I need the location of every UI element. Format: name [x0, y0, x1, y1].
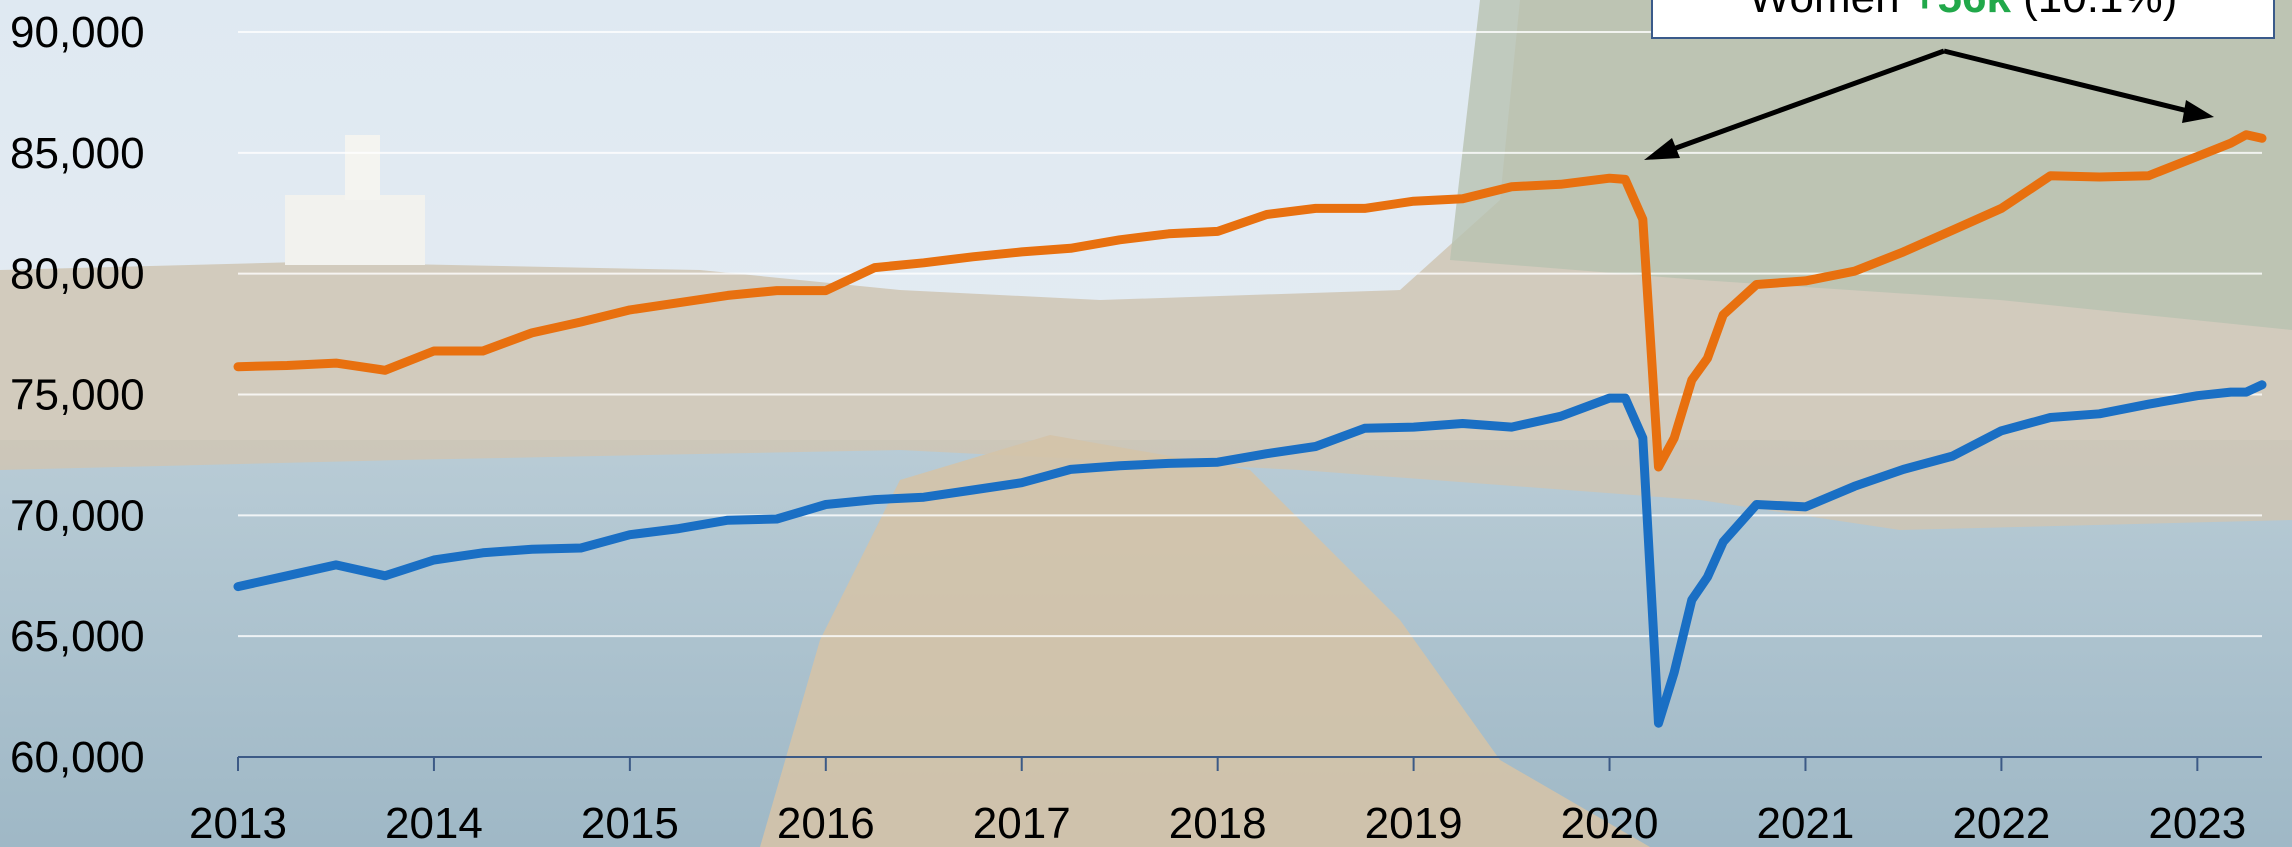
y-tick-label: 65,000 [10, 612, 145, 661]
y-tick-label: 70,000 [10, 491, 145, 540]
y-tick-label: 85,000 [10, 129, 145, 178]
background-photo [0, 0, 2292, 847]
x-tick-label: 2014 [385, 799, 483, 847]
x-tick-label: 2018 [1169, 799, 1267, 847]
page: {"chart_data": {"type": "line", "annotat… [0, 0, 2292, 847]
annotation-part: (10.1%) [2023, 0, 2177, 22]
chart: 60,000 65,000 70,000 75,000 80,000 85,000 90,0… [0, 0, 2292, 847]
y-tick-label: 80,000 [10, 250, 145, 299]
x-tick-label: 2021 [1757, 799, 1855, 847]
x-tick-label: 2019 [1365, 799, 1463, 847]
x-tick-label: 2015 [581, 799, 679, 847]
y-tick-label: 75,000 [10, 371, 145, 420]
x-tick-label: 2016 [777, 799, 875, 847]
annotation-text: Women +56k (10.1%) [1749, 0, 2177, 22]
y-tick-label: 60,000 [10, 733, 145, 782]
x-tick-label: 2020 [1561, 799, 1659, 847]
annotation-part: Women [1749, 0, 1900, 22]
y-tick-label: 90,000 [10, 8, 145, 57]
annotation-part: +56k [1912, 0, 2012, 22]
x-tick-label: 2022 [1952, 799, 2050, 847]
x-tick-label: 2017 [973, 799, 1071, 847]
x-tick-label: 2023 [2148, 799, 2246, 847]
x-tick-label: 2013 [189, 799, 287, 847]
